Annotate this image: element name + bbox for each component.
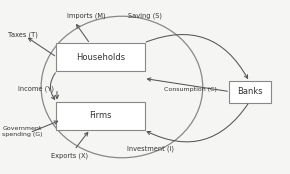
Text: Investment (I): Investment (I): [127, 145, 174, 152]
Text: Saving (S): Saving (S): [128, 12, 162, 19]
Text: Exports (X): Exports (X): [51, 153, 88, 159]
Text: Government
spending (G): Government spending (G): [2, 126, 43, 137]
Text: Banks: Banks: [237, 87, 262, 96]
FancyBboxPatch shape: [55, 43, 145, 72]
FancyBboxPatch shape: [55, 102, 145, 130]
Text: Income (Y): Income (Y): [18, 86, 54, 92]
Text: Consumption (C): Consumption (C): [164, 87, 217, 92]
Text: Households: Households: [76, 53, 125, 62]
FancyBboxPatch shape: [229, 81, 271, 102]
Text: Taxes (T): Taxes (T): [8, 32, 38, 38]
Text: Firms: Firms: [89, 111, 112, 120]
Text: Imports (M): Imports (M): [67, 13, 106, 19]
